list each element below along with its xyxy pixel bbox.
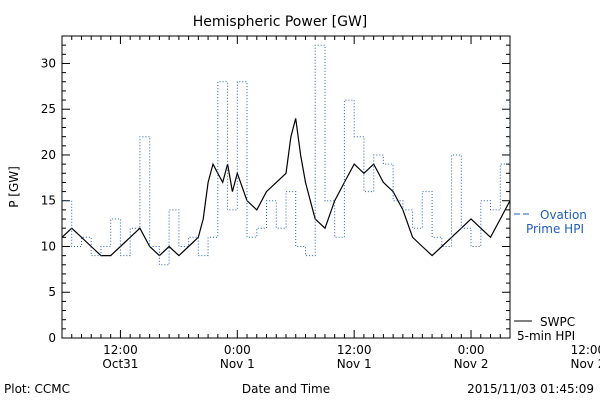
footer-plot-credit: Plot: CCMC — [4, 382, 70, 396]
x-tick-label-time: 12:00 — [337, 343, 372, 357]
legend: Ovation Prime HPI SWPC 5-min HPI — [514, 208, 587, 343]
x-tick-label-time: 12:00 — [103, 343, 138, 357]
legend-swpc-line1: SWPC — [540, 315, 575, 329]
y-tick-label: 20 — [41, 148, 56, 162]
series-ovation-prime-hpi — [62, 44, 510, 266]
x-tick-label-time: 12:00 — [571, 343, 600, 357]
y-axis: 0 5 10 15 20 25 30 — [41, 35, 510, 345]
x-axis-label: Date and Time — [242, 382, 330, 396]
chart-title: Hemispheric Power [GW] — [193, 14, 368, 30]
y-tick-label: 15 — [41, 194, 56, 208]
legend-ovation-line1: Ovation — [540, 208, 587, 222]
y-tick-label: 5 — [48, 285, 56, 299]
y-tick-label: 30 — [41, 56, 56, 70]
y-tick-label: 25 — [41, 102, 56, 116]
y-tick-label: 0 — [48, 331, 56, 345]
y-tick-label: 10 — [41, 239, 56, 253]
x-tick-label-time: 0:00 — [458, 343, 485, 357]
footer-timestamp: 2015/11/03 01:45:09 — [467, 382, 594, 396]
legend-ovation-line2: Prime HPI — [526, 222, 584, 236]
x-tick-label-date: Nov 2 — [570, 357, 600, 371]
series-swpc-5min-hpi — [62, 118, 510, 257]
x-tick-label-date: Oct31 — [102, 357, 138, 371]
plot-frame — [61, 35, 511, 339]
x-tick-label-date: Nov 1 — [220, 357, 255, 371]
x-tick-label-date: Nov 2 — [454, 357, 489, 371]
legend-swpc-line2: 5-min HPI — [517, 329, 575, 343]
x-tick-label-date: Nov 1 — [337, 357, 372, 371]
y-axis-label: P [GW] — [7, 166, 21, 208]
series-layer — [62, 44, 510, 266]
x-tick-label-time: 0:00 — [224, 343, 251, 357]
